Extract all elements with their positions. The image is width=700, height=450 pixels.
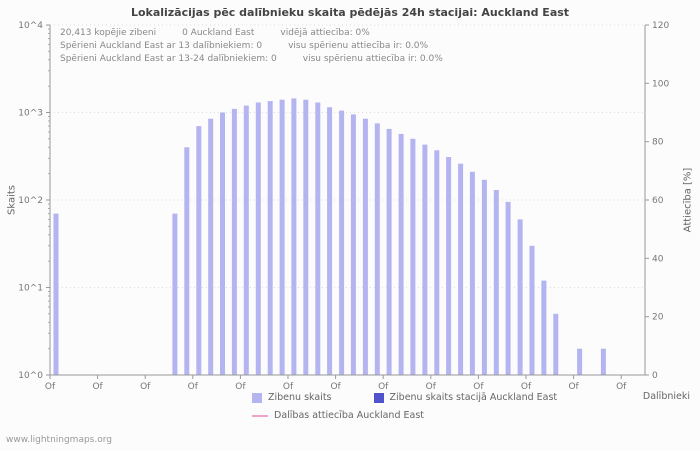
annotation-13-ratio: visu spērienu attiecība ir: 0.0% (288, 41, 429, 51)
svg-text:Of: Of (473, 382, 484, 392)
legend-label-strike-count: Zibenu skaits (268, 392, 332, 403)
y-axis-label-left: Skaits (6, 185, 18, 215)
svg-text:120: 120 (652, 21, 669, 31)
svg-text:10^1: 10^1 (18, 284, 43, 294)
annotation-line-1: 20,413 kopējie zibeni 0 Auckland East vidē… (60, 27, 443, 40)
svg-text:Of: Of (92, 382, 103, 392)
svg-text:10^4: 10^4 (18, 21, 43, 31)
annotation-line-2: Spērieni Auckland East ar 13 dalībniekie… (60, 40, 443, 53)
svg-text:Of: Of (378, 382, 389, 392)
chart-title: Lokalizācijas pēc dalībnieku skaita pēdē… (130, 6, 570, 19)
svg-text:60: 60 (652, 196, 664, 206)
svg-text:Of: Of (521, 382, 532, 392)
annotation-station-strikes: 0 Auckland East (182, 28, 255, 38)
legend-row-2: Dalības attiecība Auckland East (252, 410, 424, 421)
footer-watermark: www.lightningmaps.org (6, 435, 112, 445)
y-axis-label-right: Attiecība [%] (682, 167, 694, 233)
x-axis-label: Dalībnieki (642, 391, 690, 402)
annotation-13-24-ratio: visu spērienu attiecība ir: 0.0% (302, 54, 443, 64)
legend-swatch-strike-count (252, 392, 262, 403)
svg-text:Of: Of (45, 382, 56, 392)
legend-item-strike-count: Zibenu skaits (252, 392, 332, 403)
annotation-total-strikes: 20,413 kopējie zibeni (60, 28, 157, 38)
svg-text:20: 20 (652, 313, 664, 323)
legend-label-station-strike-count: Zibenu skaits stacijā Auckland East (389, 392, 558, 403)
svg-text:10^3: 10^3 (18, 109, 43, 119)
legend-swatch-station-strike-count (373, 392, 384, 403)
annotations-block: 20,413 kopējie zibeni 0 Auckland East vidē… (60, 27, 443, 66)
svg-text:Of: Of (235, 382, 246, 392)
legend-row-1: Zibenu skaits Zibenu skaits stacijā Auck… (252, 392, 557, 403)
svg-text:80: 80 (652, 138, 664, 148)
svg-text:Of: Of (330, 382, 341, 392)
svg-text:100: 100 (652, 79, 669, 89)
annotation-13-24-participants: Spērieni Auckland East ar 13-24 dalībnie… (60, 54, 277, 64)
svg-text:10^0: 10^0 (18, 371, 43, 381)
annotation-line-3: Spērieni Auckland East ar 13-24 dalībnie… (60, 53, 443, 66)
svg-text:Of: Of (616, 382, 627, 392)
svg-text:Of: Of (568, 382, 579, 392)
svg-text:Of: Of (426, 382, 437, 392)
svg-text:Of: Of (188, 382, 199, 392)
svg-text:0: 0 (652, 371, 658, 381)
legend-swatch-participation-ratio (252, 414, 268, 417)
annotation-avg-ratio: vidējā attiecība: 0% (280, 28, 370, 38)
annotation-13-participants: Spērieni Auckland East ar 13 dalībniekie… (60, 41, 263, 51)
svg-text:10^2: 10^2 (18, 196, 43, 206)
legend-label-participation-ratio: Dalības attiecība Auckland East (274, 410, 425, 421)
svg-text:Of: Of (283, 382, 294, 392)
svg-text:40: 40 (652, 254, 664, 264)
legend-item-participation-ratio: Dalības attiecība Auckland East (252, 410, 424, 421)
svg-text:Of: Of (140, 382, 151, 392)
legend-item-station-strike-count: Zibenu skaits stacijā Auckland East (373, 392, 558, 403)
